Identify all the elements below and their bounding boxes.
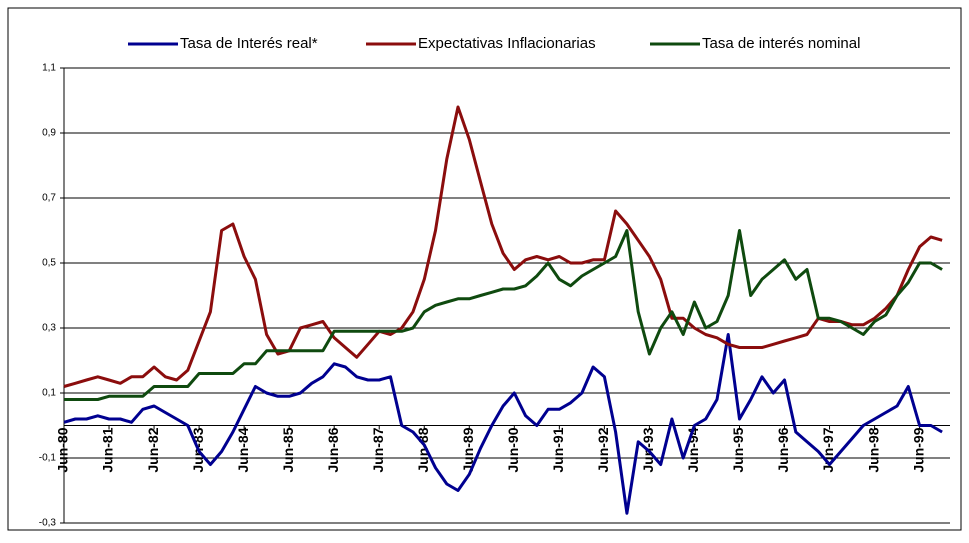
series-line xyxy=(63,333,943,515)
x-tick-label: Jun-98 xyxy=(865,427,881,472)
x-tick-label: Jun-84 xyxy=(235,427,251,472)
y-tick-label: 0,9 xyxy=(42,128,56,139)
x-tick-label: Jun-87 xyxy=(370,427,386,472)
legend-label: Expectativas Inflacionarias xyxy=(418,35,596,52)
x-tick-label: Jun-96 xyxy=(775,427,791,472)
x-tick-label: Jun-91 xyxy=(550,427,566,472)
y-tick-label: 0,1 xyxy=(42,388,56,399)
x-tick-label: Jun-95 xyxy=(730,427,746,472)
x-tick-label: Jun-99 xyxy=(910,427,926,472)
y-tick-label: 0,5 xyxy=(42,258,56,269)
x-tick-label: Jun-82 xyxy=(145,427,161,472)
x-tick-label: Jun-97 xyxy=(820,427,836,472)
x-tick-label: Jun-80 xyxy=(55,427,71,472)
x-tick-label: Jun-89 xyxy=(460,427,476,472)
x-tick-label: Jun-90 xyxy=(505,427,521,472)
x-tick-label: Jun-92 xyxy=(595,427,611,472)
series-line xyxy=(64,229,943,401)
y-tick-label: 0,3 xyxy=(42,323,56,334)
x-tick-label: Jun-88 xyxy=(415,427,431,472)
x-tick-label: Jun-86 xyxy=(325,427,341,472)
legend-label: Tasa de Interés real* xyxy=(180,35,318,52)
x-tick-label: Jun-85 xyxy=(280,427,296,472)
legend-label: Tasa de interés nominal xyxy=(702,35,860,52)
y-tick-label: 0,7 xyxy=(42,193,56,204)
y-tick-label: 1,1 xyxy=(42,63,56,74)
y-tick-label: -0,1 xyxy=(39,453,57,464)
x-tick-label: Jun-81 xyxy=(100,427,116,472)
y-tick-label: -0,3 xyxy=(39,518,57,529)
series-line xyxy=(63,105,943,388)
